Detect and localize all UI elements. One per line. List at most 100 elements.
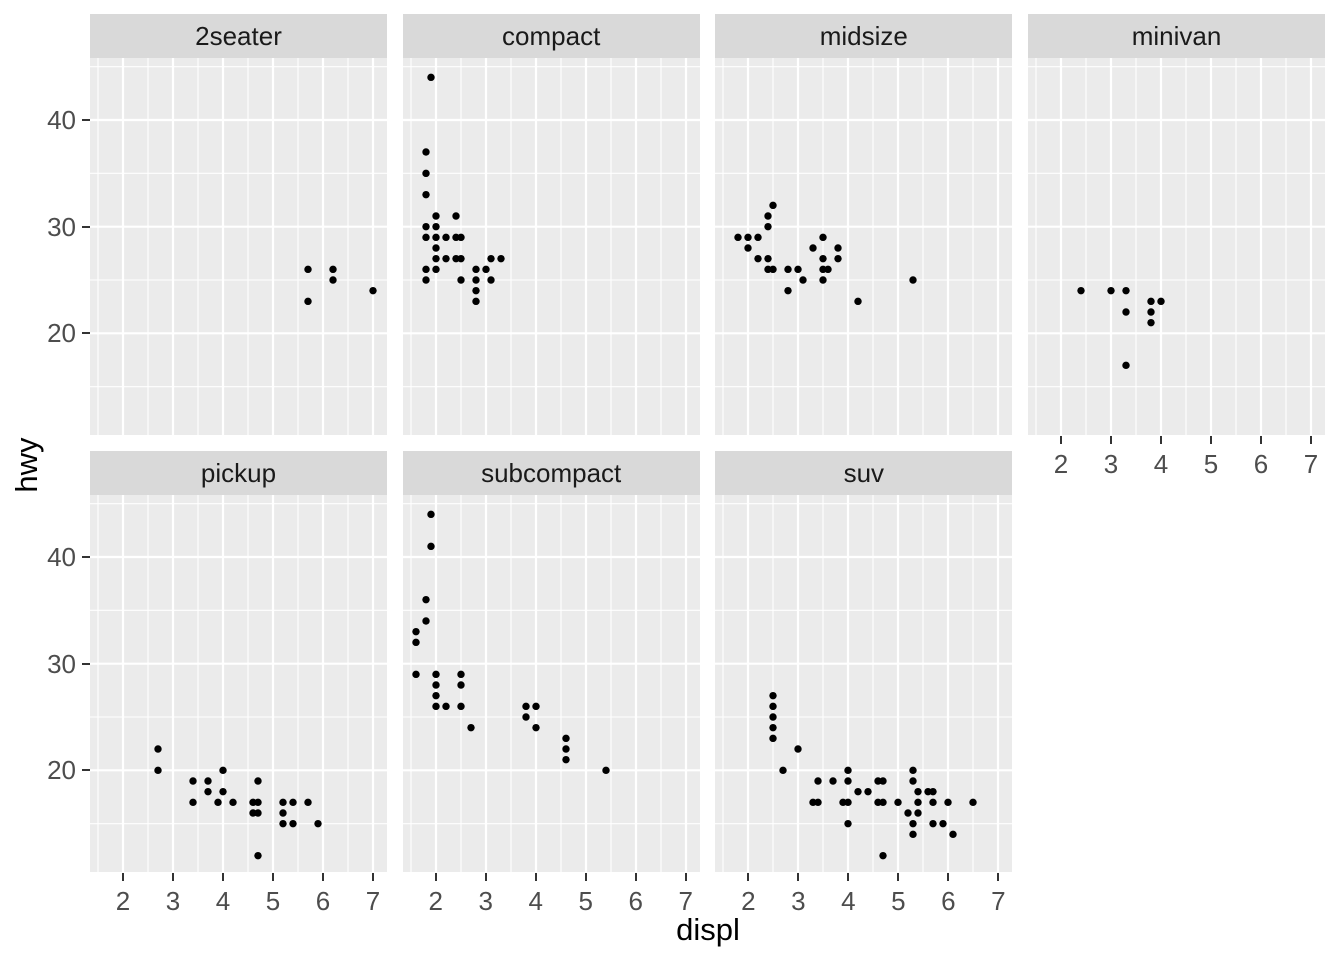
x-tick-label: 5	[265, 886, 281, 916]
data-point	[1147, 297, 1155, 306]
data-point	[819, 233, 827, 242]
x-tick-label: 4	[528, 886, 543, 916]
x-tick-label: 7	[991, 886, 1006, 916]
y-tick-mark	[82, 118, 90, 122]
data-point	[426, 510, 435, 519]
facet-panel-suv	[715, 495, 1013, 872]
x-tick-mark	[121, 873, 125, 881]
data-point	[431, 670, 440, 679]
x-tick-mark	[997, 873, 1000, 881]
gridlines	[90, 58, 387, 435]
x-tick-label: 2	[1053, 449, 1069, 479]
data-point	[1077, 286, 1085, 295]
x-tick-mark	[847, 873, 850, 881]
data-point	[769, 201, 777, 210]
data-point	[854, 787, 862, 796]
data-point	[794, 265, 802, 274]
x-tick-label: 3	[1103, 449, 1119, 479]
data-point	[879, 851, 887, 860]
data-point	[601, 766, 610, 775]
data-point	[929, 819, 937, 828]
x-tick-label: 6	[628, 886, 643, 916]
facet-strip-midsize: midsize	[715, 14, 1013, 58]
data-point	[304, 798, 312, 807]
data-point	[471, 276, 480, 284]
data-point	[909, 830, 917, 839]
facet-strip-minivan: minivan	[1028, 14, 1325, 58]
data-point	[421, 595, 430, 604]
x-tick-mark	[684, 873, 687, 881]
panel-background	[90, 58, 387, 435]
data-point	[814, 777, 822, 785]
data-point	[189, 777, 197, 785]
data-points	[154, 745, 322, 860]
x-tick-mark	[1309, 436, 1313, 444]
data-point	[844, 766, 852, 775]
x-tick-mark	[271, 873, 275, 881]
data-point	[764, 254, 772, 263]
y-tick-mark	[82, 332, 90, 335]
data-point	[769, 734, 777, 743]
x-tick-label: 7	[678, 886, 693, 916]
data-point	[944, 798, 952, 807]
data-point	[1147, 318, 1155, 327]
x-tick-label: 5	[1203, 449, 1219, 479]
data-point	[1122, 308, 1130, 316]
gridlines	[1028, 58, 1325, 435]
gridlines	[402, 58, 700, 435]
data-point	[304, 297, 312, 306]
x-tick-mark	[634, 873, 637, 881]
data-point	[904, 809, 912, 817]
data-point	[154, 745, 162, 753]
data-point	[764, 212, 772, 220]
data-point	[794, 745, 802, 753]
data-point	[531, 723, 540, 732]
data-point	[471, 286, 480, 295]
gridlines	[402, 495, 700, 872]
data-point	[154, 766, 162, 775]
x-tick-mark	[534, 873, 537, 881]
x-tick-label: 5	[891, 886, 906, 916]
x-tick-label: 4	[841, 886, 856, 916]
data-point	[456, 702, 465, 711]
data-point	[456, 254, 465, 263]
data-point	[304, 265, 312, 274]
data-point	[834, 244, 842, 252]
data-point	[421, 169, 430, 178]
data-point	[939, 819, 947, 828]
x-tick-label: 4	[1153, 449, 1169, 479]
data-point	[829, 777, 837, 785]
data-point	[431, 681, 440, 689]
facet-strip-label: subcompact	[481, 457, 622, 488]
data-point	[754, 254, 762, 263]
data-point	[204, 787, 212, 796]
data-point	[844, 819, 852, 828]
data-point	[744, 244, 752, 252]
data-point	[411, 670, 420, 679]
data-point	[784, 286, 792, 295]
data-point	[929, 798, 937, 807]
data-point	[431, 212, 440, 220]
data-point	[799, 276, 807, 284]
data-point	[219, 766, 227, 775]
data-point	[369, 286, 377, 295]
panel-background	[715, 495, 1013, 872]
data-point	[531, 702, 540, 711]
data-point	[456, 670, 465, 679]
data-point	[279, 819, 287, 828]
data-point	[229, 798, 237, 807]
data-point	[909, 276, 917, 284]
y-tick-mark	[82, 555, 90, 559]
data-point	[764, 222, 772, 231]
facet-panel-2seater	[90, 58, 387, 435]
data-point	[254, 777, 262, 785]
x-tick-label: 7	[1303, 449, 1319, 479]
data-point	[486, 276, 495, 284]
facet-panel-pickup	[90, 495, 387, 872]
data-point	[441, 233, 450, 242]
facet-strip-2seater: 2seater	[90, 14, 387, 58]
x-tick-label: 2	[115, 886, 131, 916]
data-point	[329, 276, 337, 284]
data-point	[486, 254, 495, 263]
